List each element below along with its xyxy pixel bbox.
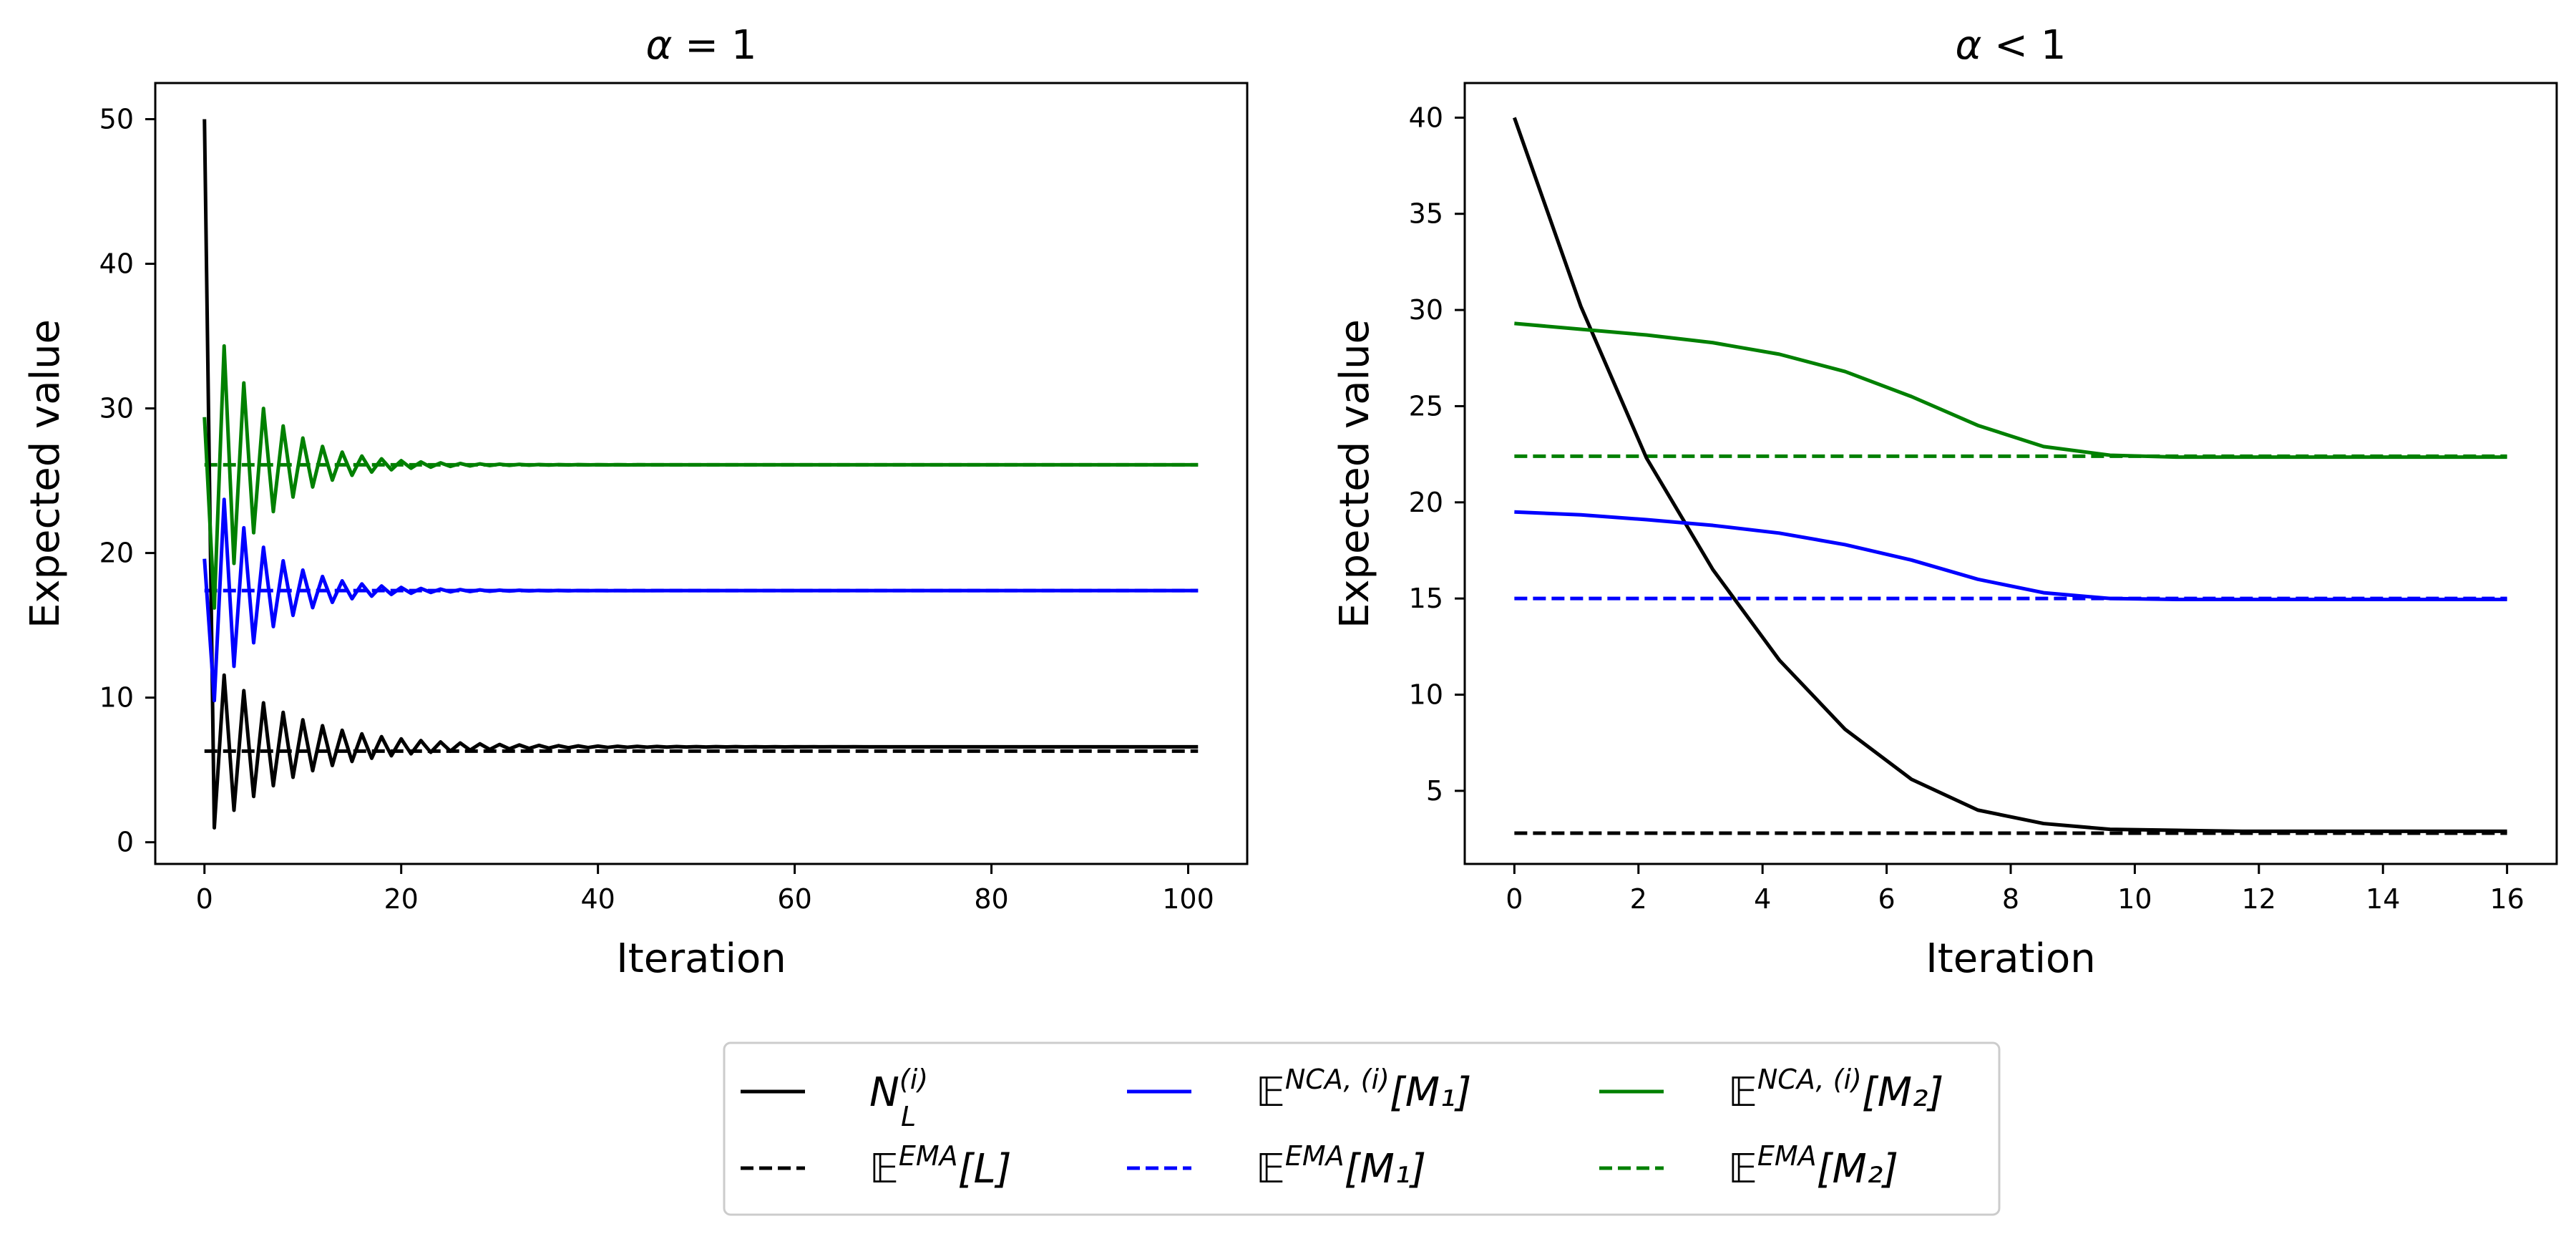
legend-label-superscript: EMA	[1285, 1140, 1345, 1172]
legend-label-n-l-i: N(i) L	[869, 1064, 928, 1132]
right-x-axis-label: Iteration	[1926, 936, 2096, 982]
legend-label-main: 𝔼	[1728, 1069, 1757, 1116]
legend-label-main: 𝔼	[869, 1146, 899, 1192]
right-y-tick-label: 15	[1409, 583, 1443, 614]
legend-label-superscript: (i)	[899, 1064, 928, 1095]
left-x-tick-label: 80	[974, 883, 1008, 915]
legend-label-superscript: NCA, (i)	[1285, 1064, 1390, 1095]
legend-label-main: 𝔼	[1256, 1069, 1285, 1116]
right-y-tick-label: 5	[1426, 775, 1443, 807]
left-x-tick-label: 60	[777, 883, 811, 915]
left-y-tick-label: 0	[117, 827, 134, 858]
legend-label-superscript: EMA	[1757, 1140, 1817, 1172]
right-y-tick-label: 35	[1409, 198, 1443, 230]
legend-label-argument: [L]	[958, 1146, 1012, 1192]
right-title-relation: < 1	[1981, 22, 2066, 69]
left-x-tick-label: 40	[580, 883, 615, 915]
left-axes-frame	[154, 82, 1249, 865]
left-y-tick-label: 50	[99, 104, 134, 135]
left-plot-area: 0 20 40 60 80 100 0 10 20 30 40 50	[99, 104, 1214, 915]
legend-frame	[723, 1041, 2001, 1216]
right-x-tick-label: 10	[2117, 883, 2152, 915]
right-title-alpha: α	[1955, 22, 1981, 69]
right-y-tick-label: 20	[1409, 487, 1443, 518]
right-x-tick-label: 2	[1630, 883, 1647, 915]
left-chart-title: α = 1	[645, 22, 756, 69]
left-y-tick-label: 20	[99, 538, 134, 569]
legend-label-argument: [M₁]	[1390, 1069, 1471, 1116]
right-plot-area: 0 2 4 6 8 10 12 14 16 5 10 15 20 25 30 35 40	[1409, 102, 2524, 915]
legend-label-e-ema-l: 𝔼EMA[L]	[869, 1140, 1012, 1192]
legend-label-e-ema-m1: 𝔼EMA[M₁]	[1256, 1140, 1426, 1192]
left-x-tick-label: 100	[1162, 883, 1214, 915]
right-axes-frame	[1463, 82, 2558, 865]
right-y-tick-label: 25	[1409, 390, 1443, 422]
legend-label-main: 𝔼	[1728, 1146, 1757, 1192]
right-x-tick-label: 4	[1754, 883, 1771, 915]
legend-label-argument: [M₂]	[1862, 1069, 1943, 1116]
right-series-n-l-i	[1513, 117, 2507, 833]
legend-label-main: N	[869, 1069, 899, 1116]
legend-label-e-nca-i-m2: 𝔼NCA, (i)[M₂]	[1728, 1064, 1943, 1116]
legend-label-argument: [M₂]	[1817, 1146, 1898, 1192]
right-y-axis-label: Expected value	[1332, 319, 1378, 628]
right-x-tick-label: 14	[2366, 883, 2400, 915]
legend-label-e-nca-i-m1: 𝔼NCA, (i)[M₁]	[1256, 1064, 1471, 1116]
right-y-tick-label: 30	[1409, 294, 1443, 326]
left-x-tick-label: 0	[196, 883, 213, 915]
right-y-tick-label: 10	[1409, 679, 1443, 711]
legend-label-superscript: EMA	[899, 1140, 958, 1172]
left-title-relation: = 1	[672, 22, 756, 69]
right-chart-title: α < 1	[1955, 22, 2066, 69]
left-y-tick-label: 30	[99, 393, 134, 424]
right-x-tick-label: 16	[2489, 883, 2524, 915]
right-x-tick-label: 6	[1878, 883, 1895, 915]
right-series-e-nca-i-m2	[1514, 321, 2507, 460]
legend-label-main: 𝔼	[1256, 1146, 1285, 1192]
left-x-tick-label: 20	[384, 883, 419, 915]
left-x-axis-label: Iteration	[616, 936, 786, 982]
left-y-tick-label: 10	[99, 682, 134, 714]
right-x-tick-label: 12	[2242, 883, 2276, 915]
legend-label-argument: [M₁]	[1345, 1146, 1426, 1192]
left-title-alpha: α	[645, 22, 672, 69]
right-x-tick-label: 8	[2002, 883, 2019, 915]
legend-label-subscript: L	[901, 1101, 916, 1132]
left-series-e-nca-i-m1	[203, 497, 1199, 703]
legend-label-superscript: NCA, (i)	[1757, 1064, 1862, 1095]
right-chart-panel: α < 1 0 2 4 6 8 10 12 14 16 5 10 15 20 25 30 35 40 Itera…	[1332, 22, 2558, 982]
left-series-e-nca-i-m2	[203, 344, 1199, 610]
left-y-axis-label: Expected value	[22, 319, 69, 628]
right-x-tick-label: 0	[1506, 883, 1523, 915]
right-y-tick-label: 40	[1409, 102, 1443, 133]
left-series-n-l-i	[203, 119, 1199, 830]
legend-label-e-ema-m2: 𝔼EMA[M₂]	[1728, 1140, 1898, 1192]
left-y-tick-label: 40	[99, 248, 134, 280]
right-series-e-nca-i-m1	[1514, 510, 2507, 602]
